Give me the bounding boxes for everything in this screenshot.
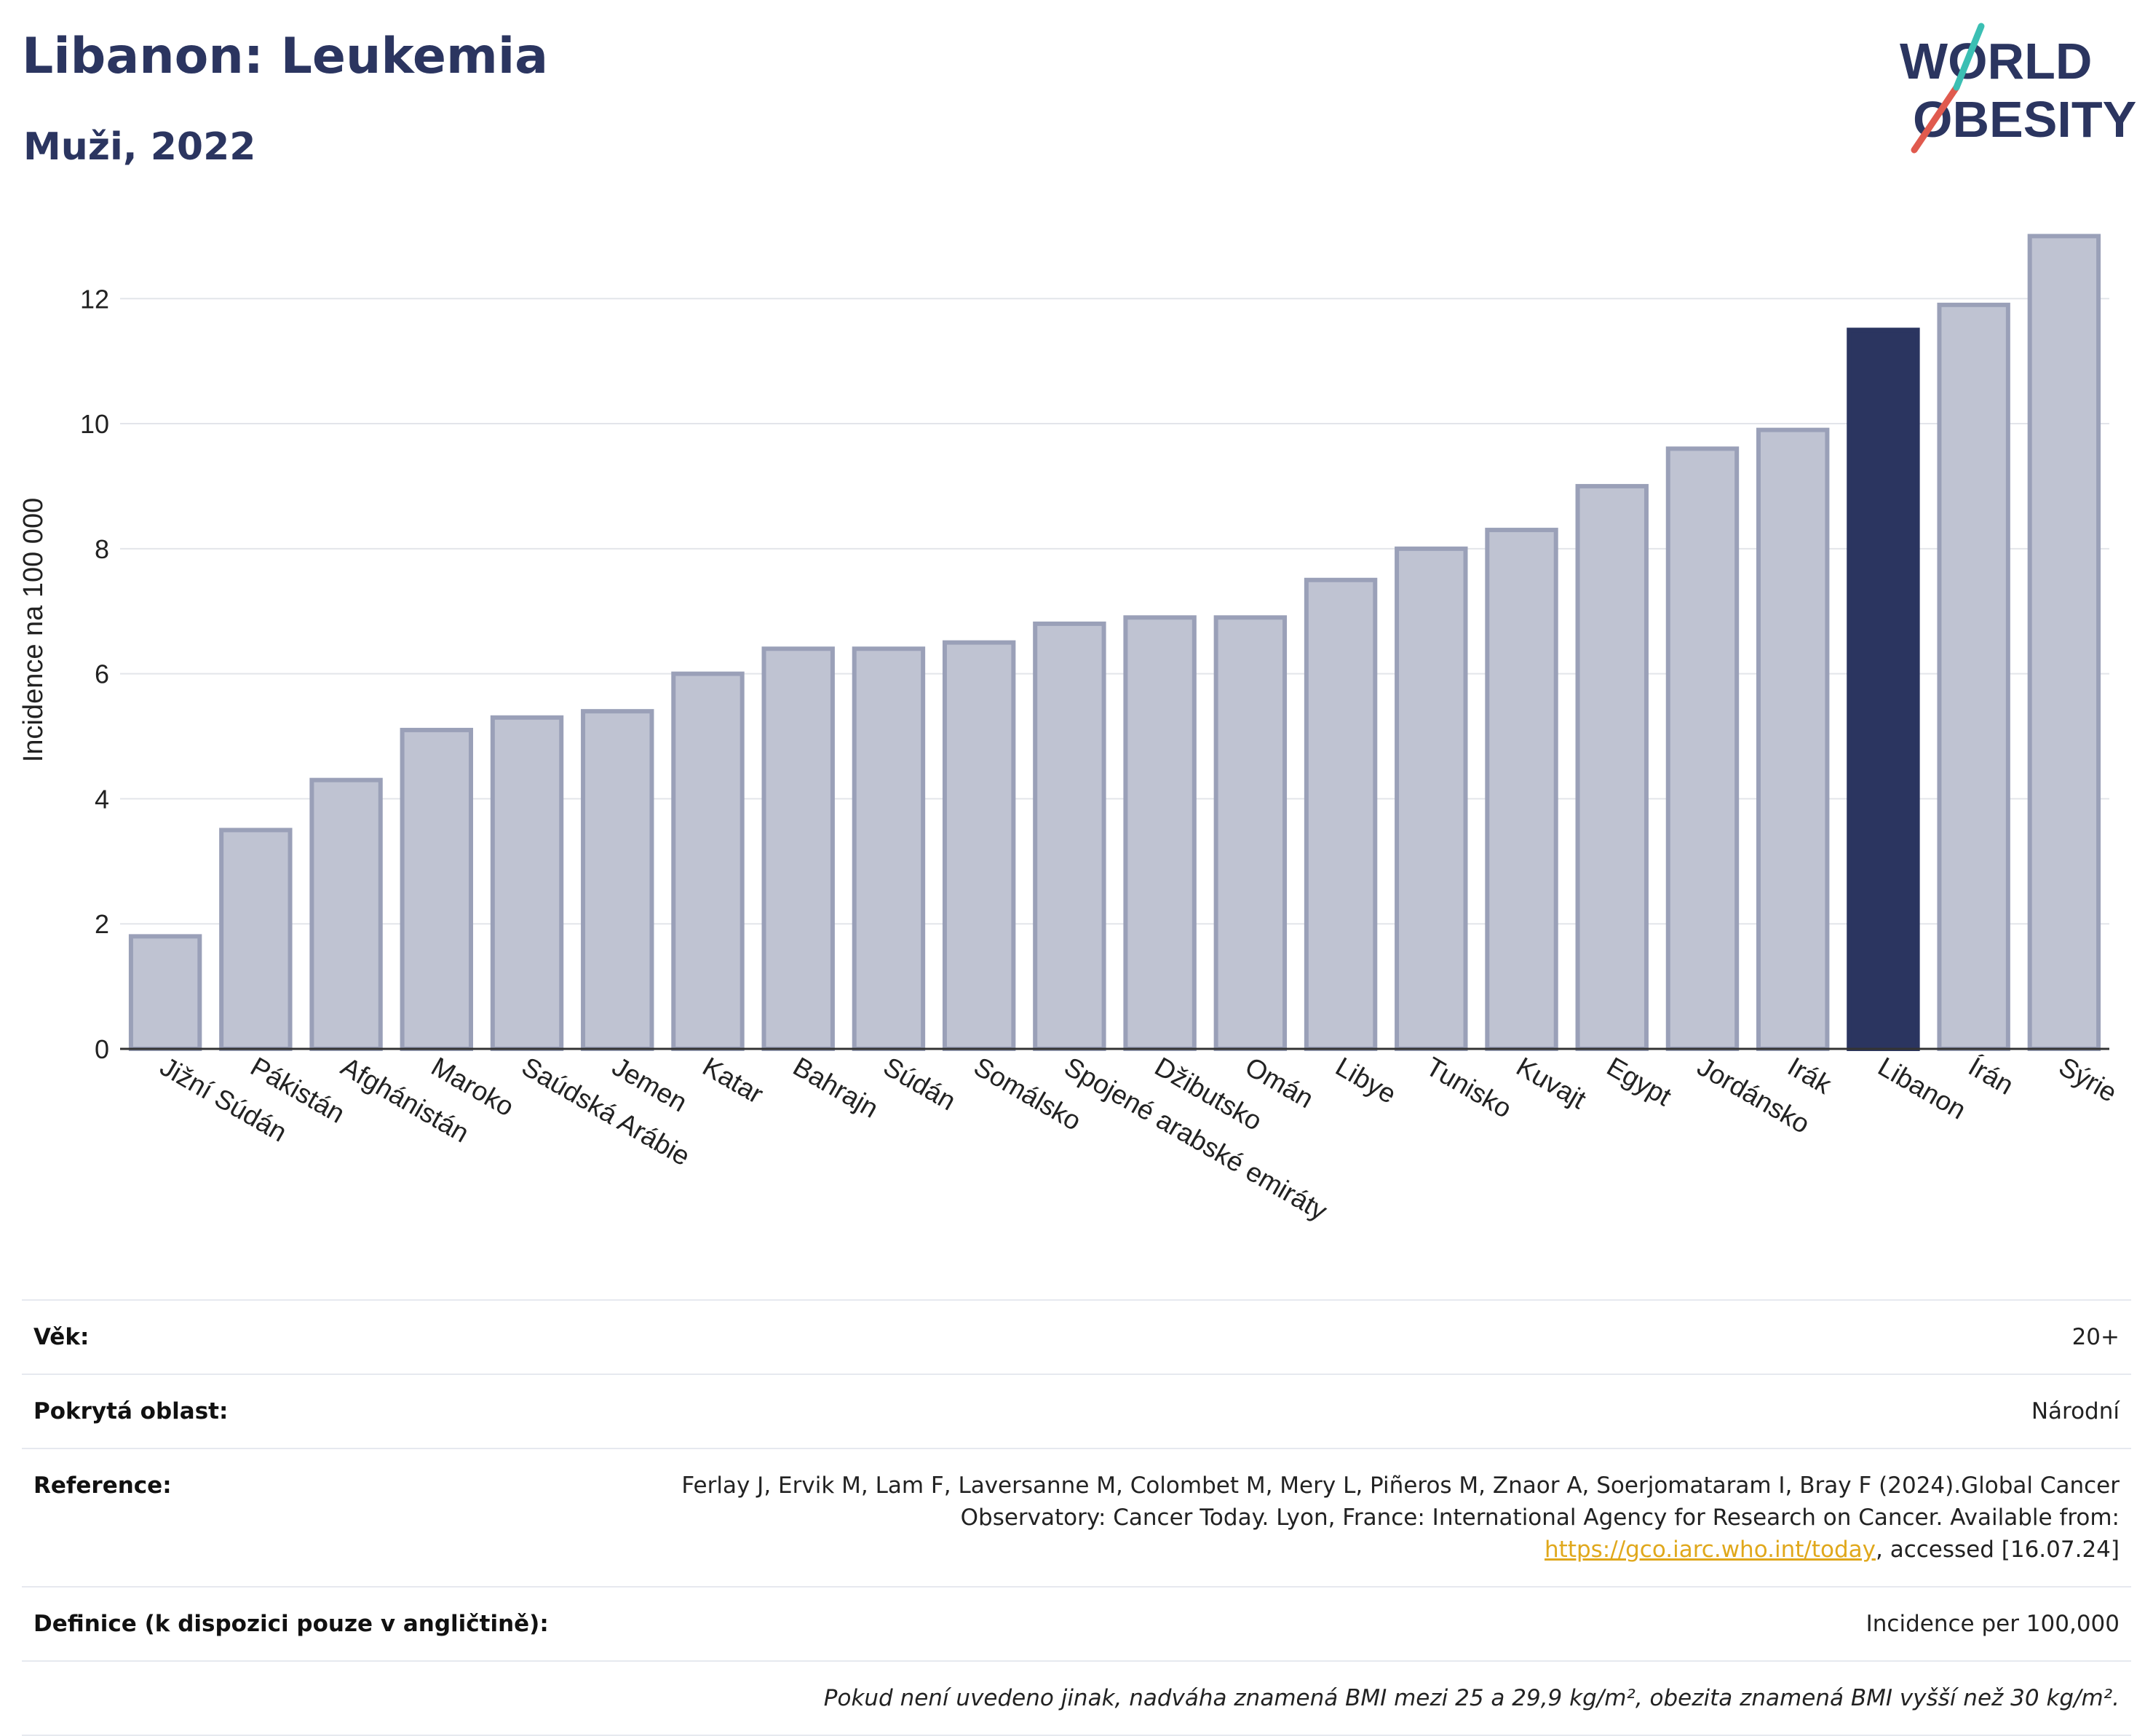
reference-value: Ferlay J, Ervik M, Lam F, Laversanne M, … — [620, 1470, 2120, 1566]
bmi-note: Pokud není uvedeno jinak, nadváha znamen… — [823, 1685, 2120, 1711]
bar-2 — [219, 828, 293, 1051]
reference-label: Reference: — [33, 1473, 172, 1499]
bar-20 — [1847, 328, 1920, 1052]
info-table: Věk: 20+ Pokrytá oblast: Národní Referen… — [22, 1299, 2131, 1736]
x-axis-ticks: Jižní SúdánPákistánAfghánistánMarokoSaúd… — [155, 1051, 2122, 1226]
bar-chart: 0 2 4 6 8 10 12 Incidence na 100 000 Jižní Súd… — [18, 234, 2122, 1226]
bar-4 — [400, 727, 474, 1052]
area-label: Pokrytá oblast: — [33, 1398, 229, 1424]
bar-8 — [761, 646, 835, 1051]
bar-9 — [852, 646, 926, 1051]
y-axis-ticks: 0 2 4 6 8 10 12 — [80, 284, 109, 1064]
y-tick-label: 0 — [95, 1034, 109, 1064]
logo-line1: WORLD — [1900, 33, 2092, 90]
definition-value: Incidence per 100,000 — [1865, 1611, 2120, 1637]
logo-slash-red — [1911, 84, 1960, 154]
bars — [128, 234, 2101, 1052]
x-tick-label: Libanon — [1873, 1051, 1971, 1125]
world-obesity-logo: WORLD OBESITY — [1900, 23, 2136, 154]
age-label: Věk: — [33, 1324, 90, 1350]
x-tick-label: Súdán — [879, 1051, 961, 1116]
bar-17 — [1575, 483, 1649, 1051]
bar-22 — [2027, 234, 2101, 1052]
bar-3 — [309, 777, 383, 1051]
x-tick-label: Írán — [1964, 1051, 2019, 1100]
x-tick-label: Egypt — [1602, 1051, 1677, 1111]
bar-6 — [581, 709, 654, 1051]
info-row-definition: Definice (k dispozici pouze v angličtině… — [22, 1588, 2131, 1662]
bar-19 — [1756, 427, 1830, 1051]
reference-link[interactable]: https://gco.iarc.who.int/today — [1545, 1537, 1876, 1563]
y-tick-label: 4 — [95, 784, 109, 814]
x-tick-label: Irák — [1783, 1051, 1836, 1100]
x-tick-label: Bahrajn — [788, 1051, 884, 1123]
info-row-area: Pokrytá oblast: Národní — [22, 1375, 2131, 1449]
bar-14 — [1304, 577, 1378, 1051]
y-tick-label: 12 — [80, 284, 109, 314]
x-tick-label: Tunisko — [1421, 1051, 1517, 1124]
age-value: 20+ — [2071, 1324, 2120, 1350]
area-value: Národní — [2031, 1398, 2120, 1424]
logo-slash-teal — [1953, 23, 1985, 91]
info-row-reference: Reference: Ferlay J, Ervik M, Lam F, Lav… — [22, 1449, 2131, 1588]
info-row-note: Pokud není uvedeno jinak, nadváha znamen… — [22, 1662, 2131, 1736]
y-tick-label: 6 — [95, 659, 109, 689]
bar-11 — [1033, 621, 1106, 1051]
y-tick-label: 10 — [80, 409, 109, 439]
bar-1 — [128, 934, 202, 1051]
bar-13 — [1213, 615, 1288, 1051]
reference-accessed: , accessed [16.07.24] — [1875, 1537, 2120, 1563]
bar-10 — [942, 640, 1016, 1051]
info-row-age: Věk: 20+ — [22, 1301, 2131, 1375]
reference-text: Ferlay J, Ervik M, Lam F, Laversanne M, … — [681, 1473, 2120, 1531]
x-tick-label: Kuvajt — [1512, 1051, 1592, 1114]
y-tick-label: 8 — [95, 534, 109, 564]
bar-16 — [1485, 528, 1558, 1052]
x-tick-label: Sýrie — [2054, 1051, 2122, 1108]
bar-18 — [1665, 446, 1740, 1051]
bar-21 — [1937, 302, 2010, 1052]
bar-12 — [1123, 615, 1197, 1051]
x-tick-label: Libye — [1331, 1051, 1401, 1109]
x-tick-label: Katar — [697, 1051, 768, 1109]
page-subtitle: Muži, 2022 — [23, 125, 256, 169]
page-title: Libanon: Leukemia — [22, 28, 549, 85]
y-axis-label: Incidence na 100 000 — [18, 498, 49, 762]
bar-15 — [1395, 546, 1468, 1051]
bar-5 — [490, 715, 564, 1051]
definition-label: Definice (k dispozici pouze v angličtině… — [33, 1611, 549, 1637]
y-tick-label: 2 — [95, 909, 109, 939]
bar-7 — [671, 671, 745, 1051]
